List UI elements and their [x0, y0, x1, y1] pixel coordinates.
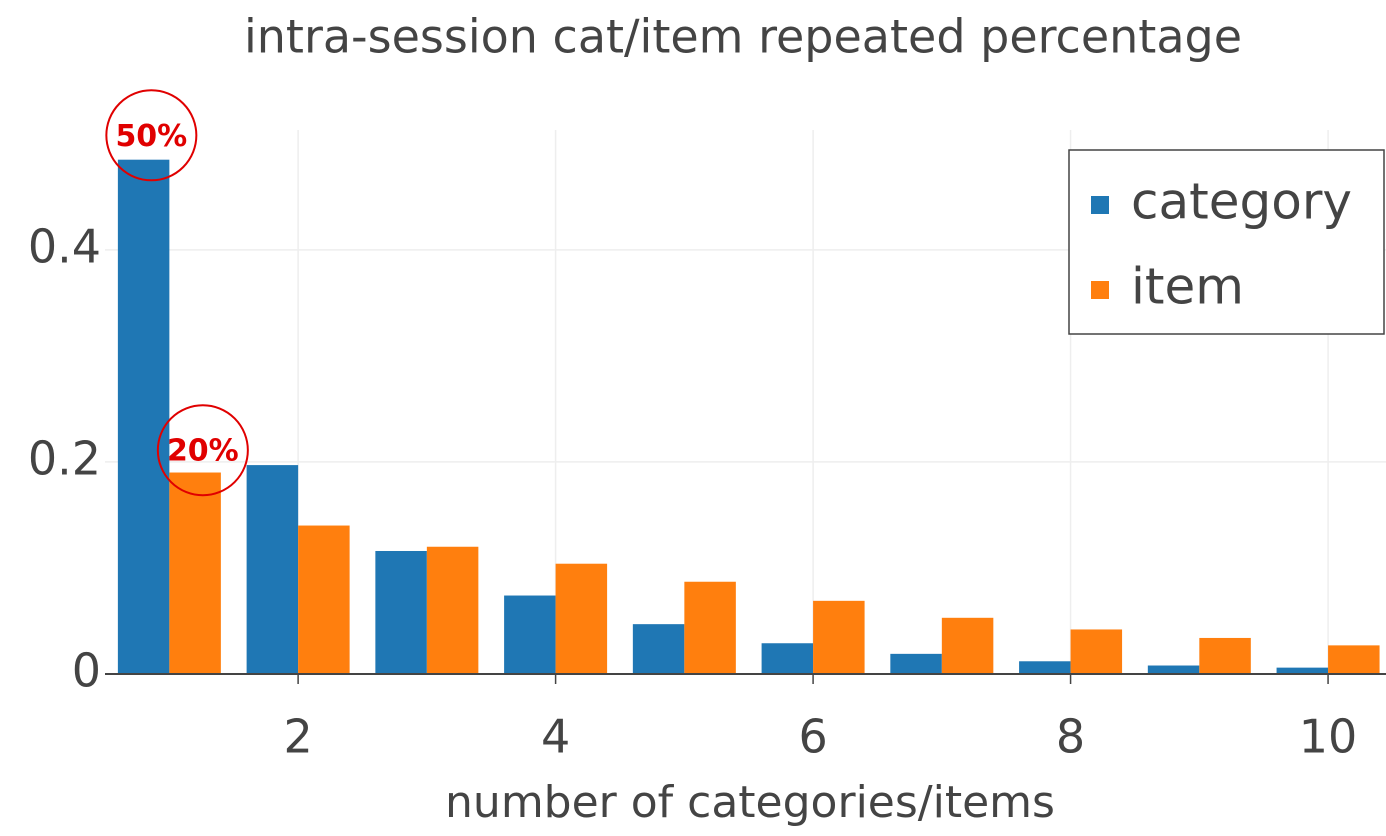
bar	[169, 472, 221, 674]
x-tick-label: 2	[283, 710, 312, 764]
annotation-circle	[105, 89, 198, 182]
bar	[941, 617, 994, 674]
annotation: 20%	[167, 434, 239, 469]
legend-label: category	[1131, 173, 1352, 231]
bar	[761, 643, 814, 674]
bar	[117, 159, 170, 674]
bar	[1328, 645, 1380, 674]
x-tick-label: 4	[541, 710, 570, 764]
y-tick-label: 0.4	[28, 219, 101, 273]
bar	[246, 465, 299, 674]
bar	[813, 600, 865, 674]
annotation-circle	[156, 404, 249, 497]
legend-box	[1068, 149, 1385, 335]
bar	[426, 546, 479, 674]
bar	[1147, 665, 1200, 674]
chart-title: intra-session cat/item repeated percenta…	[244, 10, 1242, 64]
y-tick-label: 0.2	[28, 431, 101, 485]
bar	[1070, 629, 1123, 674]
legend-swatch	[1091, 281, 1109, 299]
x-axis-label: number of categories/items	[445, 777, 1055, 828]
x-tick-label: 6	[798, 710, 827, 764]
x-tick-label: 8	[1056, 710, 1085, 764]
bar	[1019, 661, 1071, 674]
bar	[555, 563, 608, 674]
y-tick-label: 0	[72, 644, 101, 698]
x-tick-label: 10	[1299, 710, 1358, 764]
bar	[1276, 667, 1329, 674]
bar	[375, 550, 427, 674]
bar	[1199, 637, 1251, 674]
bar	[298, 525, 350, 674]
legend-label: item	[1131, 258, 1244, 316]
legend-swatch	[1091, 196, 1109, 214]
annotation: 50%	[115, 119, 187, 154]
bar	[504, 595, 556, 674]
bar	[632, 624, 685, 674]
bar	[684, 581, 736, 674]
bar	[890, 653, 942, 674]
